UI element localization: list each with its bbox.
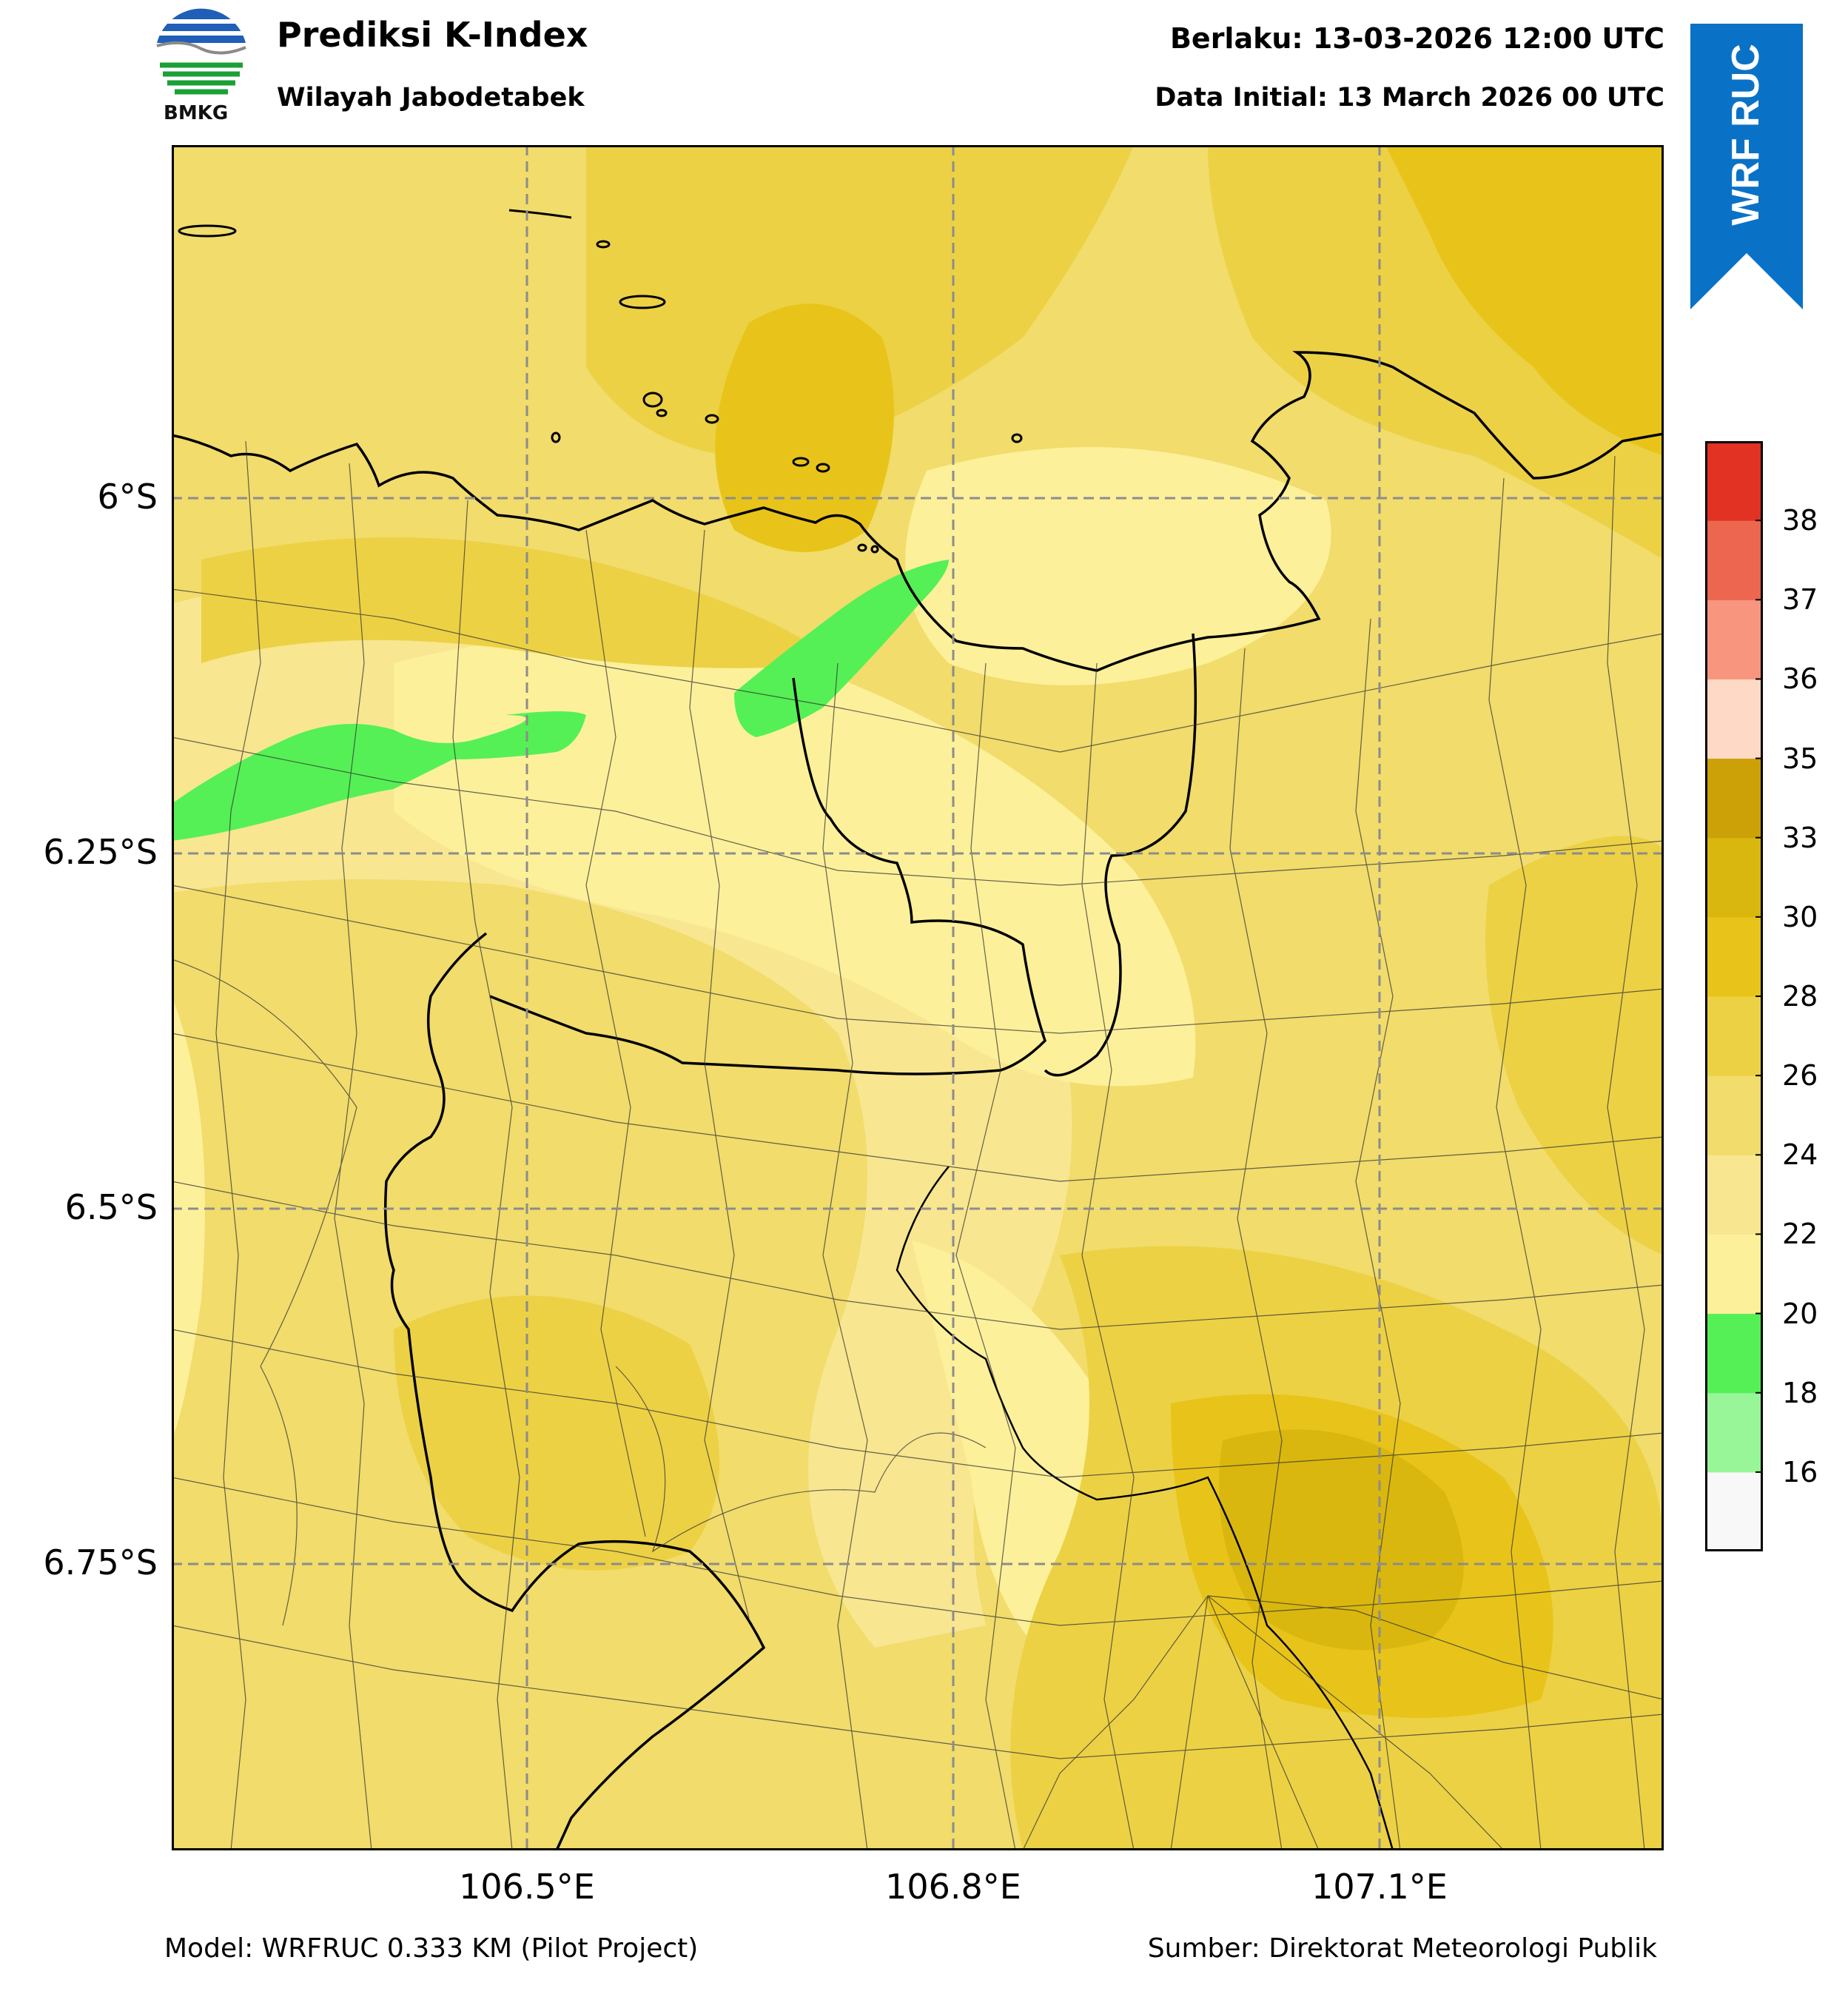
field-darkest-south	[1219, 1429, 1464, 1651]
gridlines	[172, 145, 1664, 1850]
ribbon-label: WRF RUC	[1724, 44, 1767, 226]
colorbar-bin	[1705, 679, 1763, 759]
map-frame	[172, 145, 1664, 1850]
colorbar-tick-label: 33	[1782, 821, 1818, 854]
field-green-west	[172, 711, 586, 841]
province-boundary-jakarta	[489, 677, 1047, 1075]
colorbar-bin	[1705, 441, 1763, 521]
field-light-center	[394, 637, 1196, 1087]
data-initial-time: Data Initial: 13 March 2026 00 UTC	[1155, 83, 1664, 113]
colorbar-bin	[1705, 837, 1763, 918]
lat-label-6-75s: 6.75°S	[43, 1543, 158, 1582]
colorbar-tick-label: 37	[1782, 583, 1818, 617]
colorbar-tick-label: 18	[1782, 1376, 1818, 1409]
colorbar-bin	[1705, 758, 1763, 839]
valid-time: Berlaku: 13-03-2026 12:00 UTC	[1169, 22, 1664, 55]
footer-source: Sumber: Direktorat Meteorologi Publik	[1147, 1933, 1657, 1964]
field-darker-ne	[1385, 145, 1664, 456]
islands	[178, 209, 1023, 554]
footer-model: Model: WRFRUC 0.333 KM (Pilot Project)	[164, 1933, 699, 1964]
colorbar-bin	[1705, 1155, 1763, 1235]
province-boundary-bogor	[896, 1166, 1394, 1850]
colorbar-bin	[1705, 600, 1763, 679]
field-light-sw	[172, 996, 205, 1440]
colorbar-tick-label: 16	[1782, 1455, 1818, 1488]
colorbar-tick-label: 28	[1782, 980, 1818, 1013]
colorbar-bin	[1705, 1392, 1763, 1473]
colorbar	[1705, 441, 1763, 1551]
colorbar-bin	[1705, 996, 1763, 1076]
field-dark-east	[1485, 836, 1664, 1255]
field-green-north	[734, 560, 949, 737]
field-darker-north	[715, 303, 894, 552]
colorbar-bin	[1705, 916, 1763, 997]
field-dark-coast	[201, 537, 838, 668]
colorbar-tick-label: 24	[1782, 1138, 1818, 1172]
coastline	[172, 351, 1664, 672]
colorbar-bin	[1705, 1471, 1763, 1551]
page-subtitle: Wilayah Jabodetabek	[277, 83, 585, 113]
lon-label-106-5e: 106.5°E	[459, 1867, 595, 1907]
colorbar-tick-label: 26	[1782, 1059, 1818, 1092]
colorbar-tick-label: 30	[1782, 900, 1818, 933]
wrf-ruc-ribbon: WRF RUC	[1690, 24, 1803, 309]
lon-label-107-1e: 107.1°E	[1311, 1867, 1448, 1907]
province-boundary-east	[1044, 633, 1197, 1077]
colorbar-tick-label: 35	[1782, 742, 1818, 775]
lat-label-6s: 6°S	[97, 477, 158, 517]
colorbar-tick-label: 20	[1782, 1297, 1818, 1330]
colorbar-tick-label: 38	[1782, 504, 1818, 537]
colorbar-bin	[1705, 520, 1763, 600]
colorbar-bin	[1705, 1234, 1763, 1315]
page-title: Prediksi K-Index	[277, 15, 588, 55]
field-light-north	[905, 447, 1331, 685]
lat-label-6-5s: 6.5°S	[64, 1187, 158, 1227]
colorbar-tick-label: 22	[1782, 1218, 1818, 1251]
colorbar-tick-label: 36	[1782, 662, 1818, 696]
lon-label-106-8e: 106.8°E	[885, 1867, 1021, 1907]
admin-boundaries	[172, 440, 1664, 1850]
lat-label-6-25s: 6.25°S	[43, 832, 158, 872]
field-dark-north	[586, 145, 1134, 458]
province-boundary-banten	[384, 932, 766, 1850]
colorbar-bin	[1705, 1075, 1763, 1155]
k-index-map	[172, 145, 1664, 1850]
bmkg-logo-icon	[155, 7, 247, 99]
colorbar-bin	[1705, 1313, 1763, 1394]
logo-text: BMKG	[164, 102, 229, 124]
